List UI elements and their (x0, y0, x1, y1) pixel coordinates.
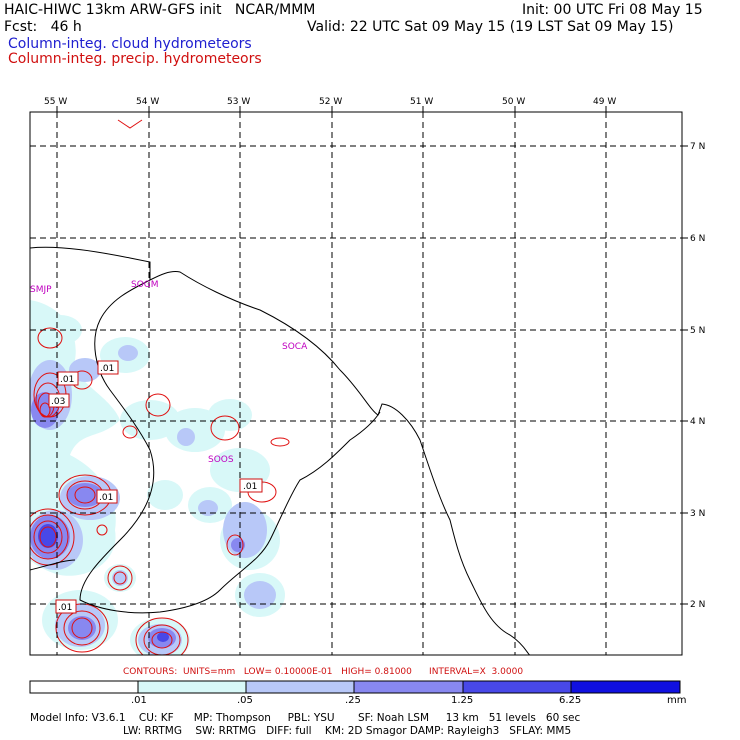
contour-label: .01 (58, 603, 72, 613)
colorbar (29, 680, 681, 694)
colorbar-bin (29, 680, 139, 694)
colorbar-units: mm (667, 695, 687, 706)
colorbar-bin (245, 680, 355, 694)
colorbar-bin (570, 680, 681, 694)
graticule (30, 112, 682, 655)
legend-cloud-hydrometeors: Column-integ. cloud hydrometeors (8, 36, 252, 52)
colorbar-bin (353, 680, 464, 694)
lon-label: 49 W (593, 97, 616, 107)
colorbar-label: 1.25 (451, 695, 474, 706)
contour-label: .03 (51, 397, 65, 407)
colorbar-label: .01 (131, 695, 147, 706)
contour-labels: .01 .01 .03 .01 .01 .01 (48, 360, 263, 614)
lat-label: 7 N (690, 142, 705, 152)
init-time: Init: 00 UTC Fri 08 May 15 (522, 2, 703, 18)
lat-label: 6 N (690, 234, 705, 244)
contours-info: CONTOURS: UNITS=mm LOW= 0.10000E-01 HIGH… (123, 667, 524, 677)
colorbar-label: .05 (237, 695, 253, 706)
lon-label: 53 W (227, 97, 250, 107)
station-label: SMJP (30, 285, 52, 295)
map-title: HAIC-HIWC 13km ARW-GFS init NCAR/MMM (4, 2, 316, 18)
contour-label: .01 (60, 375, 74, 385)
contour-label: .01 (100, 364, 114, 374)
model-info-line-2: LW: RRTMG SW: RRTMG DIFF: full KM: 2D Sm… (123, 725, 572, 737)
lon-label: 54 W (136, 97, 159, 107)
tick-marks (56, 106, 688, 605)
cloud-shading-max (38, 524, 169, 642)
colorbar-bin (137, 680, 247, 694)
lon-label: 51 W (410, 97, 433, 107)
contour-label: .01 (243, 482, 257, 492)
colorbar-bin (462, 680, 572, 694)
map-frame (29, 111, 683, 656)
valid-time: Valid: 22 UTC Sat 09 May 15 (19 LST Sat … (307, 19, 674, 35)
lat-label: 2 N (690, 600, 705, 610)
contour-label: .01 (99, 493, 113, 503)
colorbar-label: .25 (345, 695, 361, 706)
lon-label: 55 W (44, 97, 67, 107)
lat-label: 5 N (690, 326, 705, 336)
station-label: SOOS (208, 455, 234, 465)
lon-label: 52 W (319, 97, 342, 107)
model-info-line-1: Model Info: V3.6.1 CU: KF MP: Thompson P… (30, 712, 581, 724)
station-label: SOCA (282, 342, 308, 352)
lat-label: 3 N (690, 509, 705, 519)
lon-label: 50 W (502, 97, 525, 107)
station-label: SOGM (131, 280, 159, 290)
legend-precip-hydrometeors: Column-integ. precip. hydrometeors (8, 51, 262, 67)
lat-label: 4 N (690, 417, 705, 427)
colorbar-label: 6.25 (559, 695, 582, 706)
map-panel: SMJP SOGM SOCA SOOS .01 .01 .03 .01 .01 … (30, 112, 682, 655)
forecast-hour: Fcst: 46 h (4, 19, 82, 35)
